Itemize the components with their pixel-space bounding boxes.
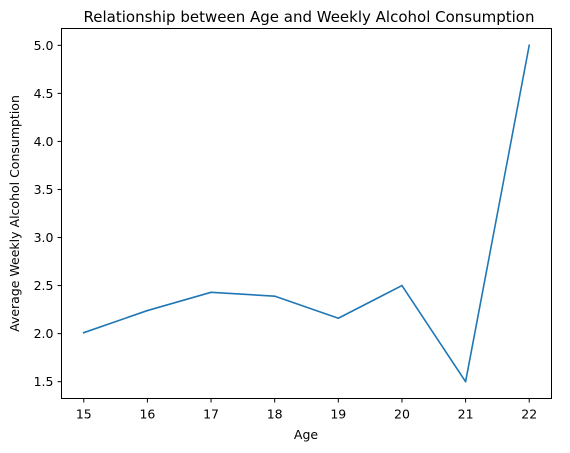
series-points [82,44,531,383]
y-tick-label: 5.0 [34,38,54,53]
x-tick-label: 20 [394,407,410,422]
data-point [401,284,403,287]
chart-title: Relationship between Age and Weekly Alco… [84,8,535,26]
data-point [273,295,276,297]
x-tick-label: 22 [521,407,537,422]
data-point [210,291,212,294]
x-tick-label: 19 [330,407,346,422]
data-point [82,331,85,334]
y-tick-label: 3.0 [34,230,54,245]
y-axis: 1.5 2.0 2.5 3.0 3.5 4.0 4.5 5.0 [34,38,62,389]
data-point [464,380,467,383]
plot-area [61,28,552,399]
y-tick-label: 4.5 [34,86,54,101]
y-tick-label: 1.5 [34,374,54,389]
series-line [82,44,531,383]
data-point [528,44,531,47]
x-tick-label: 15 [76,407,92,422]
x-axis: 15 16 17 18 19 20 21 22 [76,398,537,422]
data-point [146,309,149,312]
y-tick-label: 2.5 [34,278,54,293]
data-point [337,317,340,320]
x-tick-label: 16 [139,407,155,422]
x-tick-label: 18 [267,407,283,422]
x-tick-label: 21 [458,407,474,422]
x-tick-label: 17 [203,407,219,422]
y-axis-label: Average Weekly Alcohol Consumption [7,95,22,332]
y-tick-label: 3.5 [34,182,54,197]
x-axis-label: Age [294,427,318,442]
y-tick-label: 4.0 [34,134,54,149]
y-tick-label: 2.0 [34,326,54,341]
